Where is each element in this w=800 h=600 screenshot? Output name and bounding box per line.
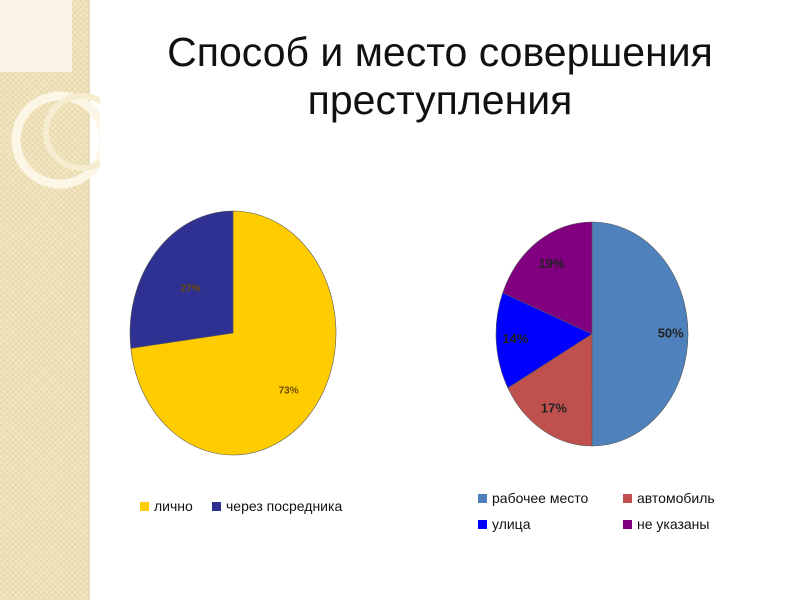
pie-slice [502,221,593,335]
decorative-strip-edge [88,0,90,600]
legend-item: лично [140,498,193,514]
legend-label: улица [492,516,531,532]
pie-slice [130,210,337,456]
legend-label: не указаны [637,516,710,532]
legend-item: автомобиль [623,490,715,506]
decorative-corner-square [0,0,72,72]
legend-swatch [623,519,632,529]
legend-swatch [623,493,632,503]
legend-item: рабочее место [478,490,588,506]
pie-slice [507,333,593,447]
pie-slice [495,292,593,389]
legend-item: не указаны [623,516,709,532]
legend-swatch [478,519,487,529]
slice-value-label: 73% [279,386,299,397]
pie-chart-place: 50% 17% 14% 19% [495,221,689,447]
legend-item: улица [478,516,531,532]
slice-value-label: 17% [541,401,567,416]
legend-label: лично [154,498,193,514]
slice-value-label: 19% [539,256,565,271]
pie-slice [591,221,689,447]
slice-value-label: 50% [658,325,684,340]
legend-swatch [478,493,487,503]
legend-item: через посредника [212,498,342,514]
pie-chart-method: 73% 27% [129,210,337,456]
slice-value-label: 14% [502,331,528,346]
slice-value-label: 27% [180,283,200,294]
legend-swatch [140,501,149,511]
slide-title: Способ и место совершения преступления [167,29,713,123]
pie-slice [129,210,234,349]
legend-label: через посредника [226,498,343,514]
legend-label: рабочее место [492,490,589,506]
decorative-rings [11,91,100,189]
legend-swatch [212,501,221,511]
legend-label: автомобиль [637,490,715,506]
